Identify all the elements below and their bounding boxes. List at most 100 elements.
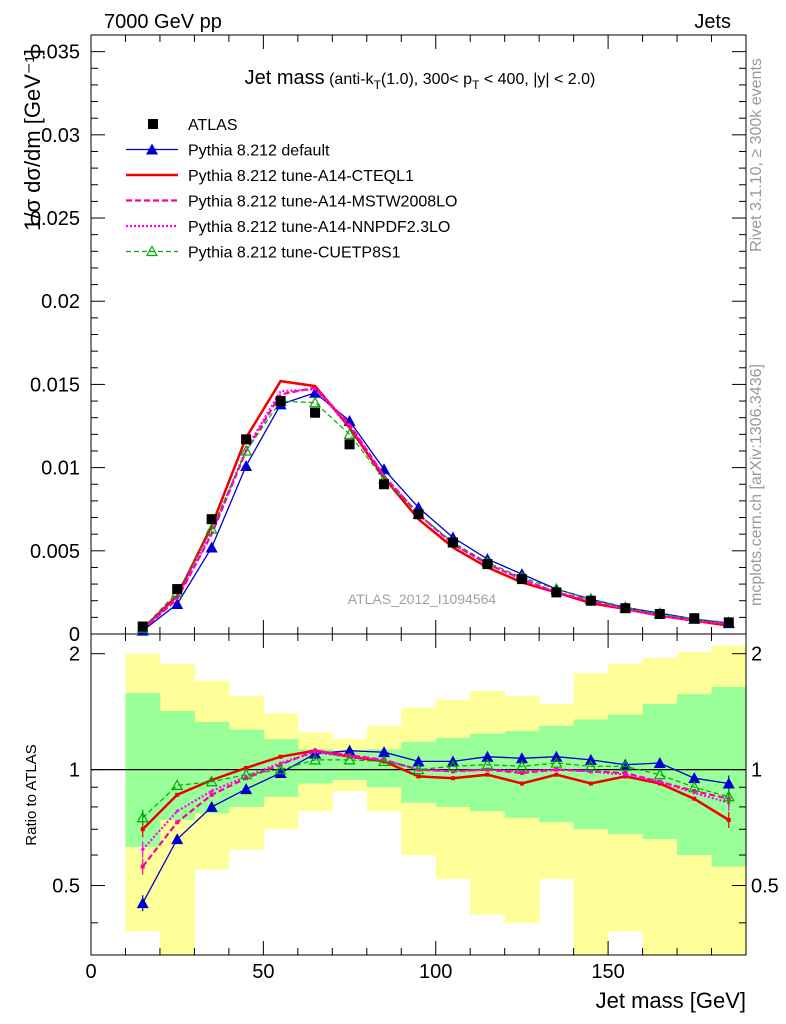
atlas-point: [206, 514, 217, 525]
green-band-bin: [470, 733, 506, 812]
ratio-point: [205, 800, 218, 812]
legend-label: Pythia 8.212 tune-A14-MSTW2008LO: [188, 194, 457, 211]
title-part-2: (1.0), 300< p: [381, 71, 472, 88]
ratio-point: [244, 765, 249, 770]
ratio-point: [210, 789, 214, 793]
series-line: [141, 388, 729, 631]
legend-atlas-marker: [148, 119, 158, 129]
chart-title: Jet mass (anti-kT(1.0), 300< pT < 400, |…: [245, 67, 596, 92]
ratio-point: [623, 770, 628, 775]
title-main: Jet mass: [245, 67, 325, 89]
ratio-point: [692, 791, 696, 795]
mcplots-label: mcplots.cern.ch [arXiv:1306.3436]: [748, 364, 765, 606]
ratio-point: [343, 744, 356, 756]
ratio-point: [278, 754, 283, 759]
ratio-point: [446, 760, 459, 771]
ratio-point: [209, 792, 214, 797]
ratio-point: [136, 811, 149, 823]
header-left: 7000 GeV pp: [104, 11, 222, 33]
y-tick-label: 0.005: [30, 541, 80, 563]
legend-marker: [146, 143, 158, 155]
legend-marker: [145, 245, 159, 257]
legend: ATLAS Pythia 8.212 default Pythia 8.212 tu…: [126, 117, 457, 262]
ratio-line: [142, 750, 729, 904]
ratio-tick-label: 0.5: [52, 876, 80, 898]
ratio-tick-label: 2: [69, 644, 80, 666]
series-point: [171, 598, 184, 610]
ratio-bands: [125, 645, 747, 955]
watermark: ATLAS_2012_I1094564: [348, 591, 497, 607]
ratio-point: [279, 761, 283, 765]
ratio-point: [140, 827, 145, 832]
ratio-line: [141, 749, 730, 831]
atlas-point: [172, 584, 183, 595]
y-tick-label: 0.035: [30, 42, 80, 64]
ratio-point: [136, 897, 149, 909]
atlas-point: [379, 479, 390, 490]
ratio-point: [550, 750, 563, 762]
ratio-point: [515, 760, 528, 771]
atlas-point: [241, 434, 252, 445]
ratio-point: [519, 770, 524, 775]
rivet-label: Rivet 3.1.10, ≥ 300k events: [748, 58, 765, 252]
ratio-point: [722, 777, 735, 789]
atlas-point: [585, 595, 596, 606]
ratio-point: [726, 817, 731, 822]
ratio-point: [378, 755, 391, 767]
series-point: [240, 444, 253, 456]
atlas-point: [620, 603, 631, 614]
ratio-point: [688, 780, 701, 792]
ratio-point: [623, 773, 627, 777]
y-tick-label: 0.02: [41, 291, 80, 313]
legend-label: Pythia 8.212 tune-CUETP8S1: [188, 245, 401, 262]
ratio-point: [175, 792, 180, 797]
ratio-point: [141, 848, 145, 852]
ratio-point: [584, 753, 597, 765]
ratio-point: [554, 772, 559, 777]
series-point: [343, 428, 356, 439]
y-axis-label: 1/σ dσ/dm [GeV⁻¹]: [20, 49, 45, 231]
ratio-point: [519, 781, 524, 786]
ratio-tick-label: 1: [69, 760, 80, 782]
atlas-point: [482, 559, 493, 570]
ratio-point: [554, 768, 558, 772]
ratio-point: [175, 809, 179, 813]
ratio-point: [588, 781, 593, 786]
ratio-point: [584, 760, 597, 771]
x-tick-label: 50: [252, 961, 274, 983]
ratio-point: [658, 780, 662, 784]
ratio-point: [274, 763, 287, 775]
atlas-point: [275, 396, 286, 407]
ratio-point: [175, 820, 180, 825]
ratio-point: [619, 760, 632, 771]
ratio-point: [481, 758, 494, 770]
ratio-point: [412, 763, 425, 775]
atlas-point: [551, 587, 562, 598]
legend-label: ATLAS: [188, 117, 238, 134]
x-tick-label: 150: [591, 961, 624, 983]
series-point: [309, 396, 322, 408]
green-band-bin: [194, 721, 230, 814]
ratio-point: [412, 755, 425, 767]
ratio-point: [343, 753, 356, 765]
x-tick-label: 0: [85, 961, 96, 983]
ratio-point: [244, 774, 248, 778]
ratio-point: [481, 750, 494, 762]
x-axis-label: Jet mass [GeV]: [596, 988, 746, 1013]
atlas-point: [447, 537, 458, 548]
series-line: [142, 400, 729, 629]
ratio-series: [136, 744, 735, 912]
series-point: [240, 459, 253, 471]
atlas-point: [137, 621, 148, 632]
ratio-point: [623, 774, 628, 779]
y-tick-label: 0.015: [30, 374, 80, 396]
ratio-axis-label: Ratio to ATLAS: [23, 744, 40, 845]
ratio-tick-label-right: 0.5: [751, 876, 779, 898]
title-part-1: (anti-k: [325, 71, 375, 88]
ratio-point: [653, 768, 666, 780]
atlas-point: [689, 613, 700, 624]
ratio-point: [313, 750, 317, 754]
main-series: [136, 379, 735, 636]
ratio-tick-label-right: 1: [751, 760, 762, 782]
green-band-bin: [573, 719, 609, 830]
